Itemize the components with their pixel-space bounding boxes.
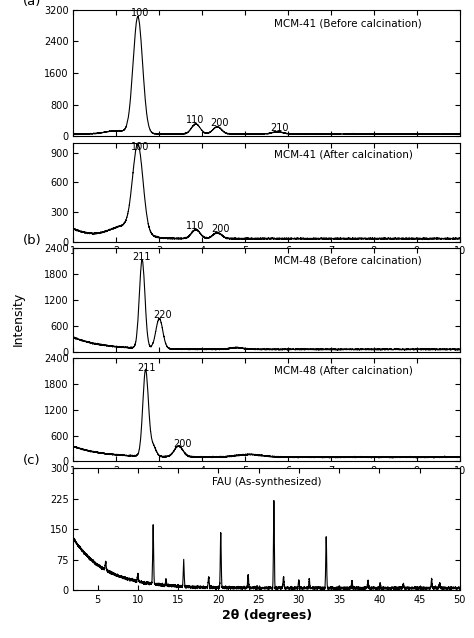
- Text: FAU (As-synthesized): FAU (As-synthesized): [212, 477, 321, 487]
- Text: (b): (b): [23, 234, 42, 247]
- Text: 220: 220: [154, 309, 172, 320]
- Text: 110: 110: [186, 115, 204, 125]
- Text: 200: 200: [211, 224, 229, 234]
- Text: MCM-41 (Before calcination): MCM-41 (Before calcination): [274, 19, 422, 29]
- Text: 200: 200: [173, 439, 192, 449]
- Text: MCM-48 (Before calcination): MCM-48 (Before calcination): [274, 255, 422, 265]
- Text: 211: 211: [132, 252, 151, 262]
- Text: 210: 210: [270, 122, 289, 133]
- Text: MCM-41 (After calcination): MCM-41 (After calcination): [274, 150, 413, 160]
- Text: 100: 100: [131, 8, 149, 19]
- Text: (c): (c): [23, 454, 41, 467]
- Text: 110: 110: [186, 221, 204, 231]
- Text: 200: 200: [210, 118, 228, 128]
- Text: MCM-48 (After calcination): MCM-48 (After calcination): [274, 366, 413, 375]
- Text: 100: 100: [131, 142, 149, 152]
- X-axis label: 2θ (degrees): 2θ (degrees): [221, 609, 312, 622]
- Text: (a): (a): [23, 0, 42, 8]
- Text: Intensity: Intensity: [12, 292, 25, 346]
- Text: 211: 211: [137, 363, 155, 373]
